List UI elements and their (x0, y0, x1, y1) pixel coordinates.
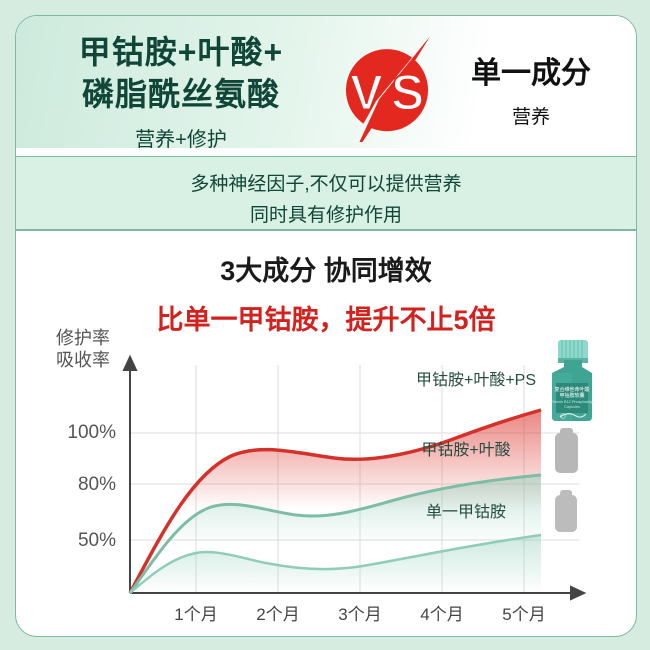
svg-text:甲钴胺软囊: 甲钴胺软囊 (559, 392, 584, 399)
svg-text:Vitamin B12 Phosphatidyl: Vitamin B12 Phosphatidyl (550, 400, 593, 404)
svg-text:1个月: 1个月 (174, 605, 217, 624)
svg-text:3个月: 3个月 (338, 605, 381, 624)
svg-text:2个月: 2个月 (256, 605, 299, 624)
svg-text:V: V (350, 65, 383, 121)
svg-text:甲钴胺+叶酸: 甲钴胺+叶酸 (421, 441, 510, 459)
svg-text:4个月: 4个月 (420, 605, 463, 624)
svg-text:甲钴胺+叶酸+PS: 甲钴胺+叶酸+PS (416, 371, 536, 389)
svg-text:复合维他命叶酸: 复合维他命叶酸 (554, 386, 589, 393)
svg-text:5个月: 5个月 (502, 605, 545, 624)
svg-text:修护率: 修护率 (56, 328, 110, 348)
svg-text:吸收率: 吸收率 (56, 350, 110, 370)
svg-text:S: S (391, 65, 424, 121)
svg-text:100%: 100% (67, 422, 116, 443)
svg-text:50%: 50% (78, 530, 116, 551)
svg-text:Capsules: Capsules (564, 405, 580, 409)
svg-text:80%: 80% (78, 474, 116, 495)
svg-text:单一甲钴胺: 单一甲钴胺 (426, 503, 506, 521)
